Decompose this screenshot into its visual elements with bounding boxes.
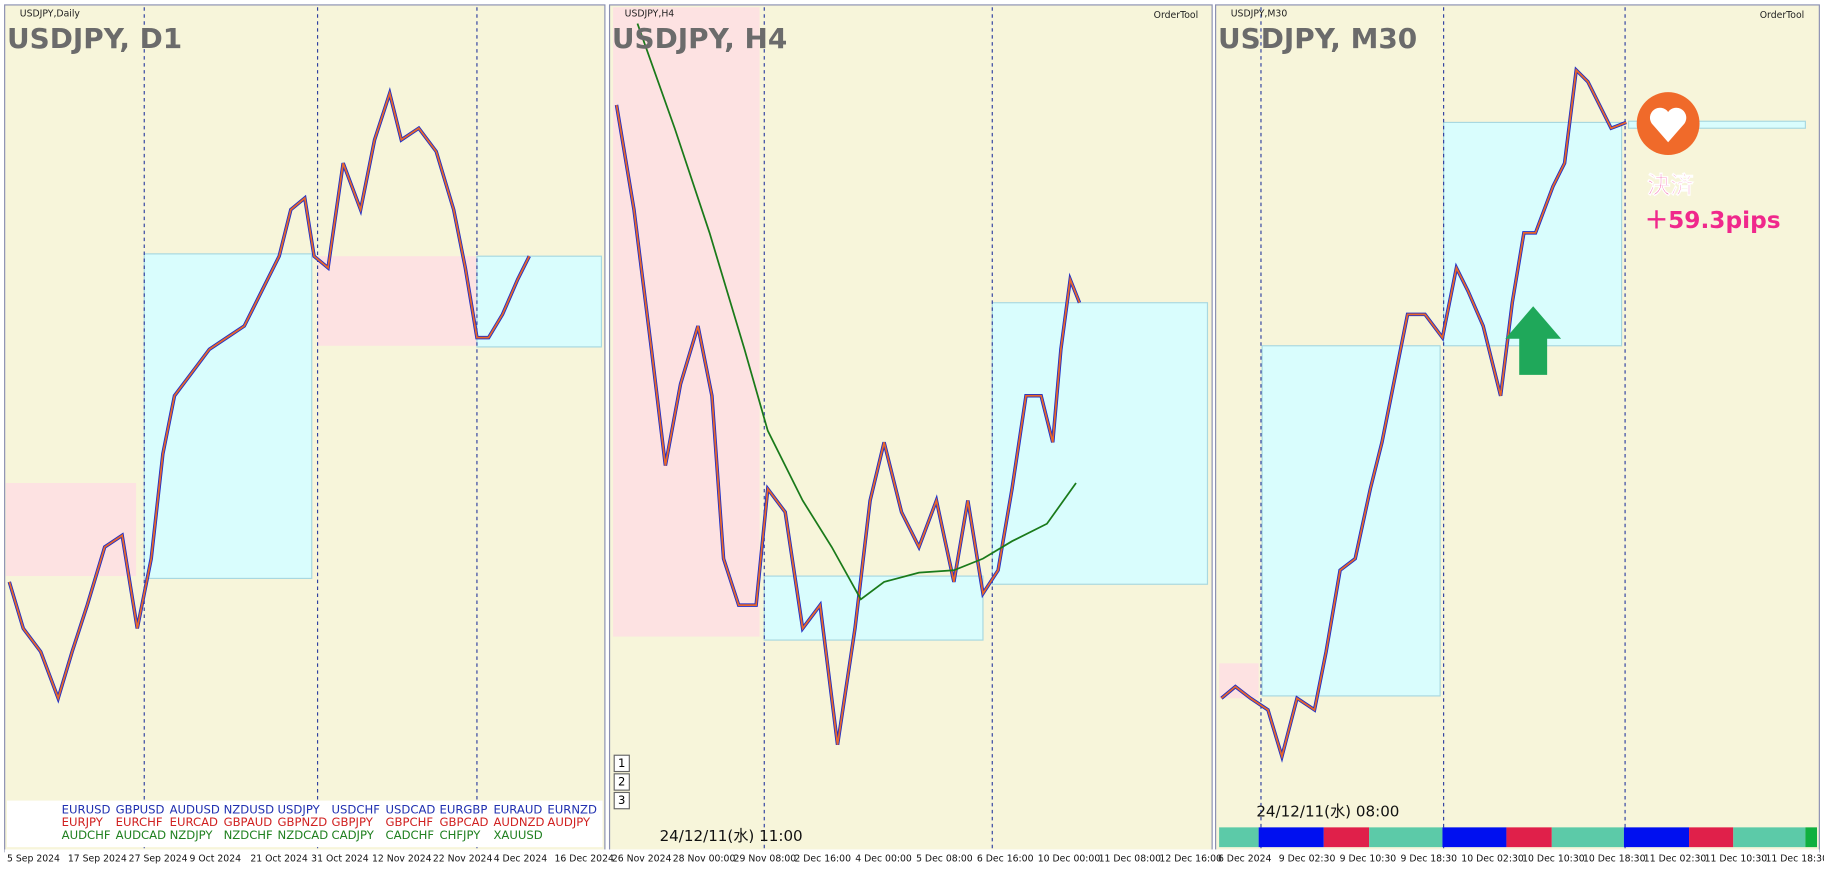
symbol-button[interactable]: GBPUSD (116, 802, 165, 816)
symbol-button[interactable]: GBPJPY (332, 815, 374, 829)
symbol-button[interactable]: EURAUD (493, 802, 542, 816)
x-label: 5 Sep 2024 (7, 853, 60, 864)
panel-caption: USDJPY,H4 (625, 9, 675, 20)
symbol-button[interactable]: USDCHF (332, 802, 381, 816)
panel-caption: USDJPY,M30 (1231, 9, 1288, 20)
x-label: 11 Dec 10:30 (1705, 853, 1768, 864)
buy-arrow (1505, 306, 1562, 375)
x-label: 10 Dec 18:30 (1583, 853, 1646, 864)
symbol-button[interactable]: USDCAD (386, 802, 436, 816)
x-label: 31 Oct 2024 (311, 853, 369, 864)
x-label: 10 Dec 02:30 (1461, 853, 1524, 864)
timestamp: 24/12/11(水) 08:00 (1256, 803, 1399, 821)
zoom-button-label[interactable]: 3 (618, 793, 625, 807)
annotation: ＋59.3pips (1645, 207, 1781, 234)
zoom-button[interactable] (613, 773, 630, 791)
x-label: 12 Nov 2024 (372, 853, 432, 864)
x-label: 9 Dec 18:30 (1400, 853, 1457, 864)
x-label: 9 Dec 02:30 (1279, 853, 1336, 864)
x-label: 27 Sep 2024 (129, 853, 188, 864)
x-label: 6 Dec 2024 (1218, 853, 1272, 864)
x-label: 21 Oct 2024 (250, 853, 308, 864)
x-label: 12 Dec 16:00 (1159, 853, 1222, 864)
x-label: 26 Nov 2024 (612, 853, 672, 864)
symbol-button[interactable]: NZDCHF (224, 828, 273, 842)
panel-caption: USDJPY,Daily (20, 9, 81, 20)
session-bar (1219, 827, 1818, 848)
x-label: 29 Nov 08:00 (734, 853, 797, 864)
x-label: 9 Dec 10:30 (1340, 853, 1397, 864)
symbol-panel (6, 800, 603, 848)
panel-title: USDJPY, H4 (612, 22, 787, 55)
symbol-button[interactable]: EURJPY (62, 815, 104, 829)
x-label: 11 Dec 18:30 (1765, 853, 1824, 864)
symbol-button[interactable]: NZDCAD (278, 828, 329, 842)
symbol-button[interactable]: EURGBP (439, 802, 487, 816)
x-label: 2 Dec 16:00 (794, 853, 851, 864)
zoom-button-label[interactable]: 1 (618, 756, 625, 770)
panel-title: USDJPY, M30 (1218, 22, 1417, 55)
x-label: 11 Dec 02:30 (1644, 853, 1707, 864)
heart (1649, 107, 1687, 143)
order-tool[interactable]: OrderTool (1154, 10, 1198, 21)
x-label: 5 Dec 08:00 (916, 853, 973, 864)
annotation: 決済 (1647, 172, 1694, 199)
zoom-button[interactable] (613, 791, 630, 810)
symbol-button[interactable]: XAUUSD (493, 828, 542, 842)
symbol-button[interactable]: AUDJPY (547, 815, 591, 829)
x-label: 16 Dec 2024 (555, 853, 614, 864)
x-label: 9 Oct 2024 (189, 853, 241, 864)
symbol-button[interactable]: GBPNZD (278, 815, 328, 829)
symbol-button[interactable]: GBPCHF (386, 815, 434, 829)
x-label: 10 Dec 10:30 (1522, 853, 1585, 864)
order-tool[interactable]: OrderTool (1760, 10, 1804, 21)
price-paths (7, 23, 1627, 763)
symbol-button[interactable]: GBPAUD (224, 815, 273, 829)
symbol-button[interactable]: CADJPY (332, 828, 375, 842)
panel-title: USDJPY, D1 (7, 22, 182, 55)
axis-strip (4, 849, 1820, 869)
symbol-button[interactable]: AUDCAD (116, 828, 166, 842)
x-label: 10 Dec 00:00 (1038, 853, 1101, 864)
symbol-button[interactable]: EURCAD (170, 815, 218, 829)
x-label: 4 Dec 00:00 (855, 853, 912, 864)
x-label: 17 Sep 2024 (68, 853, 127, 864)
symbol-button[interactable]: EURNZD (547, 802, 597, 816)
period-separators (143, 7, 1626, 850)
x-label: 6 Dec 16:00 (977, 853, 1034, 864)
symbol-button[interactable]: EURUSD (62, 802, 111, 816)
x-label: 11 Dec 08:00 (1099, 853, 1162, 864)
symbol-button[interactable]: USDJPY (278, 802, 321, 816)
x-label: 4 Dec 2024 (494, 853, 548, 864)
zoom-button[interactable] (613, 754, 630, 773)
symbol-button[interactable]: EURCHF (116, 815, 163, 829)
zoom-button-label[interactable]: 2 (618, 774, 625, 788)
timestamp: 24/12/11(水) 11:00 (660, 827, 803, 845)
symbol-button[interactable]: NZDUSD (224, 802, 274, 816)
x-label: 22 Nov 2024 (433, 853, 493, 864)
symbol-button[interactable]: AUDUSD (170, 802, 220, 816)
x-label: 28 Nov 00:00 (673, 853, 736, 864)
symbol-button[interactable]: AUDCHF (62, 828, 111, 842)
symbol-button[interactable]: CADCHF (386, 828, 435, 842)
symbol-button[interactable]: NZDJPY (170, 828, 214, 842)
symbol-button[interactable]: GBPCAD (439, 815, 488, 829)
symbol-button[interactable]: CHFJPY (439, 828, 481, 842)
symbol-button[interactable]: AUDNZD (493, 815, 544, 829)
zones (5, 7, 1806, 699)
